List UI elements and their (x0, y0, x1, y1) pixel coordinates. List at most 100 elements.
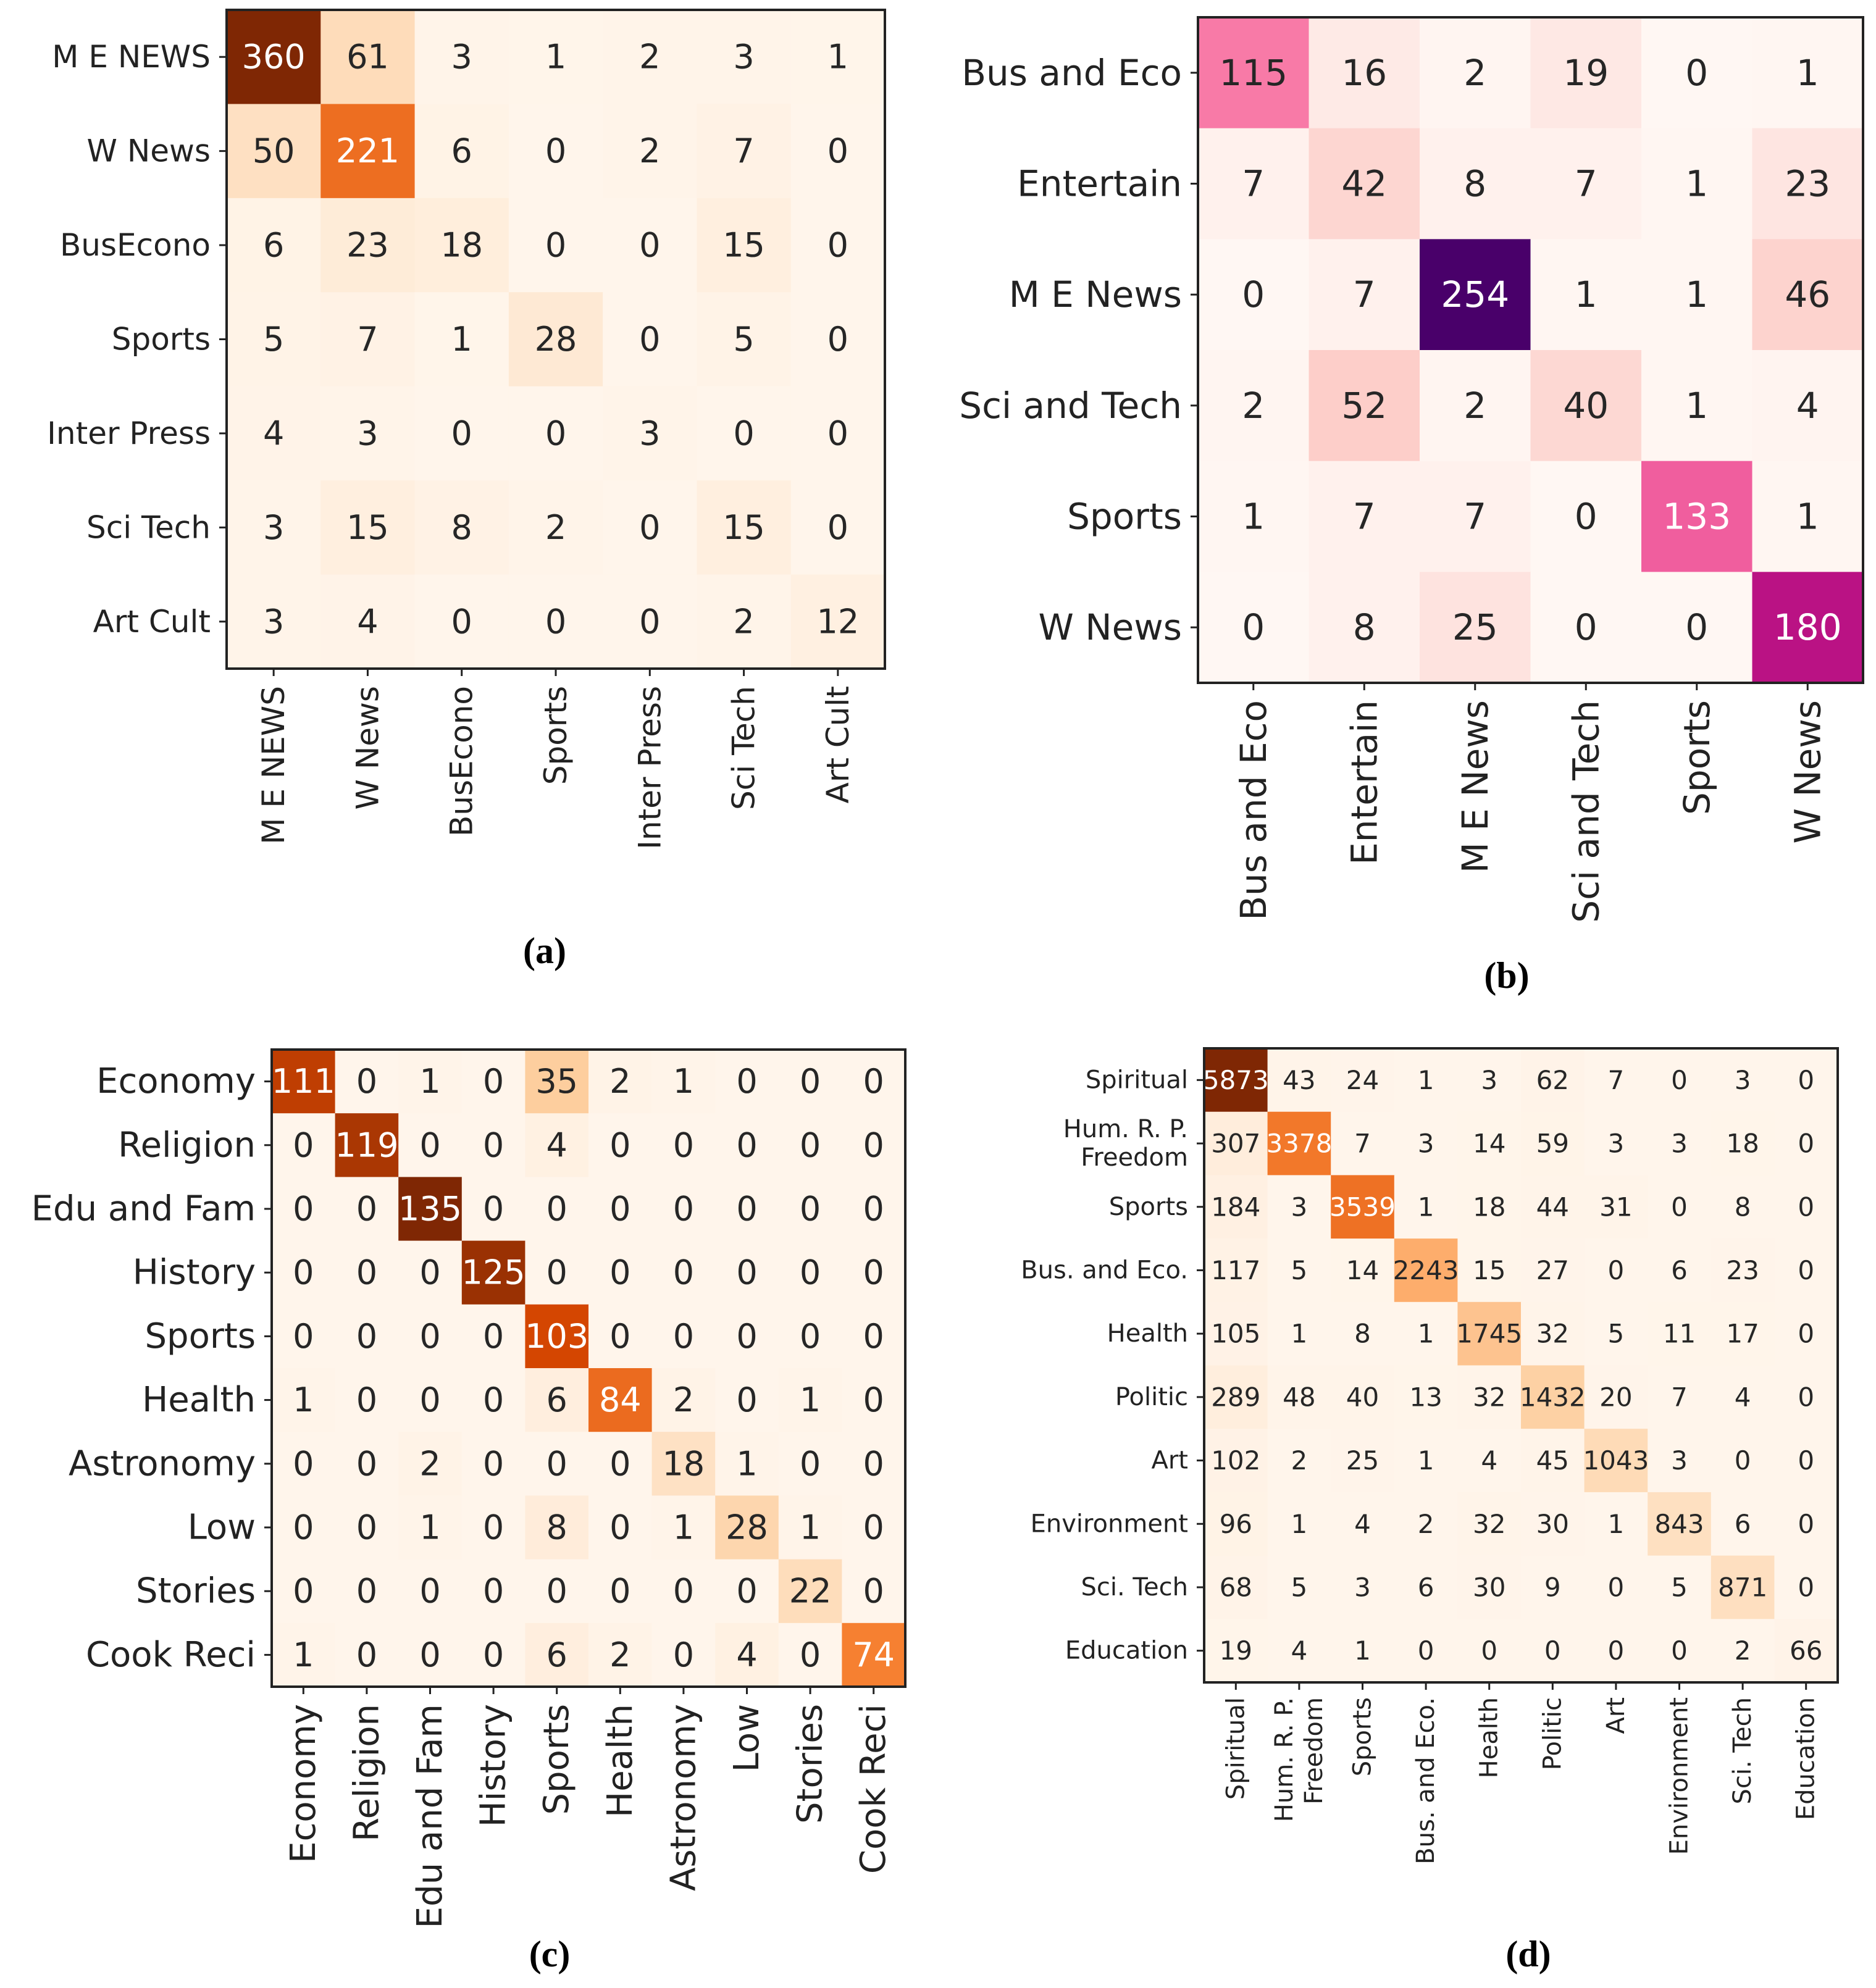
heatmap-cell (697, 574, 792, 669)
heatmap-cell (715, 1177, 779, 1242)
heatmap-cell (1774, 1619, 1838, 1683)
heatmap-cell (414, 574, 509, 669)
y-tick-label: Sci and Tech (959, 385, 1182, 427)
heatmap-cell (1267, 1555, 1331, 1619)
heatmap-cell (1584, 1111, 1648, 1176)
cell-value: 0 (609, 1444, 630, 1483)
heatmap-cell (1711, 1301, 1775, 1366)
heatmap-cell (525, 1113, 589, 1177)
y-tick-label: Sports (1067, 496, 1182, 538)
cell-value: 28 (726, 1508, 768, 1547)
cell-value: 0 (800, 1190, 821, 1229)
y-tick-label: Entertain (1017, 163, 1182, 205)
heatmap-cell (842, 1240, 906, 1305)
heatmap-cell (1752, 239, 1864, 351)
heatmap-cell (1530, 461, 1642, 572)
cell-value: 0 (1798, 1382, 1814, 1412)
cell-value: 3378 (1266, 1129, 1332, 1159)
heatmap-cell (651, 1113, 716, 1177)
heatmap-cell (651, 1240, 716, 1305)
cell-value: 0 (639, 602, 660, 641)
heatmap-cell (1711, 1238, 1775, 1303)
cell-value: 0 (1735, 1445, 1751, 1476)
heatmap-cell (1530, 239, 1642, 351)
heatmap-cell (1309, 350, 1420, 462)
cell-value: 84 (599, 1380, 642, 1419)
x-tick-label: Health (1475, 1697, 1504, 1778)
y-tick-label: M E NEWS (52, 39, 211, 75)
heatmap-cell (272, 1495, 336, 1560)
heatmap-cell (603, 386, 698, 481)
heatmap-cell (320, 574, 416, 669)
heatmap-cell (508, 574, 603, 669)
heatmap-cell (1394, 1175, 1458, 1239)
heatmap-cell (272, 1177, 336, 1242)
heatmap-cell (1420, 128, 1531, 240)
cell-value: 1 (673, 1062, 694, 1101)
heatmap-cell (335, 1304, 399, 1369)
cell-value: 2 (609, 1635, 630, 1674)
heatmap-cell (697, 198, 792, 293)
heatmap-cell (227, 574, 321, 669)
y-tick-label: Cook Reci (86, 1635, 256, 1675)
heatmap-cell (1331, 1048, 1395, 1113)
cell-value: 8 (1464, 163, 1486, 205)
heatmap-cell (778, 1559, 842, 1624)
heatmap-cell (461, 1623, 526, 1687)
cell-value: 1 (800, 1380, 821, 1419)
heatmap-cell (414, 480, 509, 575)
cell-value: 0 (356, 1508, 377, 1547)
heatmap-cell (1648, 1111, 1712, 1176)
heatmap-cell (842, 1559, 906, 1624)
heatmap-cell (1457, 1238, 1522, 1303)
cell-value: 0 (356, 1444, 377, 1483)
heatmap-cell (1530, 17, 1642, 129)
cell-value: 0 (483, 1317, 504, 1356)
cell-value: 7 (1671, 1382, 1688, 1412)
cell-value: 115 (1219, 52, 1288, 94)
cell-value: 0 (673, 1635, 694, 1674)
cell-value: 3 (1671, 1445, 1688, 1476)
cell-value: 1 (1685, 163, 1708, 205)
heatmap-cell (1331, 1301, 1395, 1366)
x-tick-label: History (474, 1704, 514, 1827)
heatmap-cell (603, 198, 698, 293)
cell-value: 1 (1796, 496, 1819, 538)
heatmap-cell (1204, 1238, 1268, 1303)
heatmap-cell (1394, 1619, 1458, 1683)
heatmap-cell (1394, 1555, 1458, 1619)
cell-value: 3 (451, 38, 472, 77)
heatmap-cell (651, 1304, 716, 1369)
heatmap-cell (227, 480, 321, 575)
heatmap-cell (1641, 461, 1753, 572)
cell-value: 0 (1544, 1635, 1561, 1666)
cell-value: 0 (1242, 274, 1265, 315)
cell-value: 0 (293, 1253, 314, 1292)
y-tick-label: Spiritual (1086, 1066, 1188, 1094)
heatmap-cell (1198, 17, 1310, 129)
plot-frame (1197, 16, 1864, 684)
cell-value: 0 (356, 1635, 377, 1674)
cell-value: 0 (1798, 1509, 1814, 1539)
heatmap-cell (461, 1240, 526, 1305)
cell-value: 0 (827, 132, 848, 170)
cell-value: 0 (736, 1253, 757, 1292)
cell-value: 1 (673, 1508, 694, 1547)
heatmap-cell (335, 1050, 399, 1114)
cell-value: 3 (1735, 1065, 1751, 1095)
heatmap-cell (1309, 128, 1420, 240)
cell-value: 5 (1608, 1319, 1625, 1349)
heatmap-cell (790, 480, 886, 575)
cell-value: 74 (852, 1635, 895, 1674)
cell-value: 0 (1671, 1192, 1688, 1222)
heatmap-cell (588, 1368, 653, 1432)
cell-value: 0 (545, 602, 566, 641)
heatmap-cell (588, 1623, 653, 1687)
heatmap-cell (1752, 461, 1864, 572)
heatmap-cell (335, 1559, 399, 1624)
cell-value: 0 (827, 414, 848, 453)
heatmap-cell (508, 10, 603, 105)
heatmap-cell (842, 1368, 906, 1432)
cell-value: 35 (535, 1062, 578, 1101)
cell-value: 8 (451, 508, 472, 547)
